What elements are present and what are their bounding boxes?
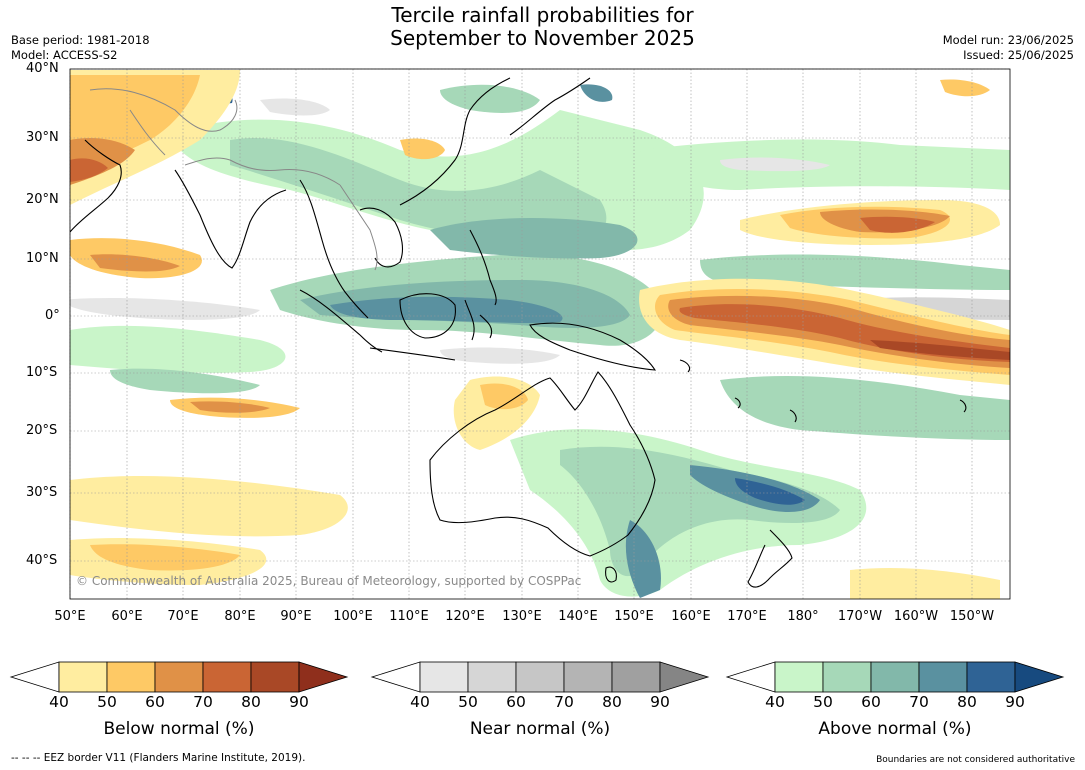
meta-right: Model run: 23/06/2025 Issued: 25/06/2025 xyxy=(943,33,1074,63)
lon-label: 60°E xyxy=(111,609,143,624)
boundaries-disclaimer: Boundaries are not considered authoritat… xyxy=(876,755,1075,765)
lat-label: 40°N xyxy=(26,61,59,76)
colorbar-below-segment xyxy=(154,661,204,693)
colorbar-near-segment xyxy=(467,661,517,693)
colorbar-tick: 90 xyxy=(1005,693,1025,711)
lon-label: 130°E xyxy=(502,609,542,624)
lat-label: 30°N xyxy=(26,130,59,145)
colorbar-below-tri-left xyxy=(9,661,60,693)
map-title: Tercile rainfall probabilities for Septe… xyxy=(0,4,1085,50)
colorbar-tick: 90 xyxy=(289,693,309,711)
colorbar-label-near: Near normal (%) xyxy=(469,719,611,739)
colorbar-tick: 80 xyxy=(957,693,977,711)
colorbar-below xyxy=(9,661,349,693)
model-name: Model: ACCESS-S2 xyxy=(11,48,118,62)
lon-label: 150°E xyxy=(614,609,654,624)
title-line-1: Tercile rainfall probabilities for xyxy=(391,3,694,27)
meta-left: Base period: 1981-2018 Model: ACCESS-S2 xyxy=(11,33,150,63)
colorbar-tick: 70 xyxy=(554,693,574,711)
probability-fields xyxy=(70,70,1010,599)
lat-label: 40°S xyxy=(26,553,58,568)
lat-label: 20°S xyxy=(26,423,58,438)
colorbar-above-segment xyxy=(918,661,968,693)
lon-label: 160°W xyxy=(893,609,939,624)
colorbar-tick: 60 xyxy=(861,693,881,711)
colorbar-tick: 80 xyxy=(602,693,622,711)
map-frame xyxy=(69,68,1011,600)
colorbar-tick: 50 xyxy=(97,693,117,711)
coastlines xyxy=(70,77,967,588)
colorbar-tick: 50 xyxy=(813,693,833,711)
colorbar-tick: 50 xyxy=(458,693,478,711)
colorbar-above-segment xyxy=(774,661,824,693)
title-line-2: September to November 2025 xyxy=(390,26,695,50)
lat-label: 20°N xyxy=(26,192,59,207)
lon-label: 120°E xyxy=(445,609,485,624)
colorbar-tick: 80 xyxy=(241,693,261,711)
lon-label: 90°E xyxy=(280,609,312,624)
colorbar-tick: 40 xyxy=(765,693,785,711)
colorbar-tick: 60 xyxy=(145,693,165,711)
colorbar-tick: 70 xyxy=(193,693,213,711)
lon-label: 180° xyxy=(787,609,819,624)
lat-label: 10°S xyxy=(26,365,58,380)
colorbar-tick: 40 xyxy=(410,693,430,711)
lon-label: 140°E xyxy=(558,609,598,624)
lat-label: 0° xyxy=(45,308,60,323)
base-period: Base period: 1981-2018 xyxy=(11,33,150,47)
lon-label: 110°E xyxy=(389,609,429,624)
lon-label: 100°E xyxy=(333,609,373,624)
colorbar-above-tri-left xyxy=(725,661,776,693)
colorbar-below-tri-right xyxy=(298,661,349,693)
colorbar-near-segment xyxy=(515,661,565,693)
colorbar-near-segment xyxy=(419,661,469,693)
colorbar-above-segment xyxy=(870,661,920,693)
lon-label: 70°E xyxy=(167,609,199,624)
colorbar-label-above: Above normal (%) xyxy=(818,719,972,739)
colorbar-near xyxy=(370,661,710,693)
colorbar-above-tri-right xyxy=(1014,661,1065,693)
colorbar-below-segment xyxy=(202,661,252,693)
lon-label: 80°E xyxy=(224,609,256,624)
colorbar-below-segment xyxy=(250,661,300,693)
copyright-text: © Commonwealth of Australia 2025, Bureau… xyxy=(76,574,582,588)
colorbar-tick: 60 xyxy=(506,693,526,711)
colorbar-below-segment xyxy=(58,661,108,693)
lon-label: 50°E xyxy=(54,609,86,624)
lon-label: 150°W xyxy=(949,609,995,624)
lon-label: 170°E xyxy=(727,609,767,624)
colorbar-tick: 90 xyxy=(650,693,670,711)
colorbar-below-segment xyxy=(106,661,156,693)
borders xyxy=(89,88,378,271)
colorbar-label-below: Below normal (%) xyxy=(103,719,255,739)
colorbar-near-tri-left xyxy=(370,661,421,693)
colorbar-tick: 70 xyxy=(909,693,929,711)
colorbar-near-segment xyxy=(563,661,613,693)
colorbar-above xyxy=(725,661,1065,693)
lon-label: 160°E xyxy=(671,609,711,624)
colorbar-above-segment xyxy=(822,661,872,693)
lat-label: 10°N xyxy=(26,251,59,266)
colorbar-near-segment xyxy=(611,661,661,693)
lat-label: 30°S xyxy=(26,485,58,500)
lon-label: 170°W xyxy=(837,609,883,624)
eez-note: -- -- -- EEZ border V11 (Flanders Marine… xyxy=(11,752,306,764)
model-run: Model run: 23/06/2025 xyxy=(942,33,1074,47)
colorbar-above-segment xyxy=(966,661,1016,693)
colorbar-tick: 40 xyxy=(49,693,69,711)
colorbar-near-tri-right xyxy=(659,661,710,693)
issued-date: Issued: 25/06/2025 xyxy=(963,48,1074,62)
